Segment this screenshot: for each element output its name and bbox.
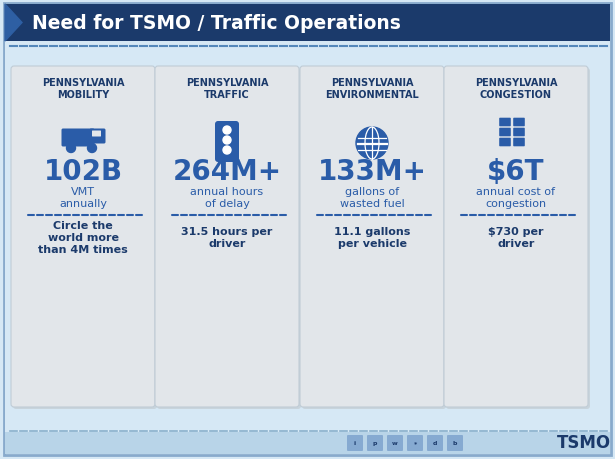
FancyBboxPatch shape	[513, 129, 525, 137]
FancyBboxPatch shape	[513, 139, 525, 147]
Text: annual hours
of delay: annual hours of delay	[191, 186, 264, 209]
Text: *: *	[413, 441, 416, 446]
Text: b: b	[453, 441, 457, 446]
Text: PENNSYLVANIA
ENVIRONMENTAL: PENNSYLVANIA ENVIRONMENTAL	[325, 78, 419, 100]
Text: 133M+: 133M+	[317, 157, 426, 185]
Text: p: p	[373, 441, 377, 446]
FancyBboxPatch shape	[215, 122, 239, 162]
FancyBboxPatch shape	[407, 435, 423, 451]
FancyBboxPatch shape	[92, 131, 101, 137]
Text: d: d	[433, 441, 437, 446]
Text: $6T: $6T	[487, 157, 545, 185]
FancyBboxPatch shape	[499, 118, 511, 127]
Text: i: i	[354, 441, 356, 446]
Text: annual cost of
congestion: annual cost of congestion	[477, 186, 555, 209]
FancyBboxPatch shape	[444, 67, 588, 407]
Text: PENNSYLVANIA
TRAFFIC: PENNSYLVANIA TRAFFIC	[186, 78, 268, 100]
Polygon shape	[5, 5, 22, 42]
Text: 264M+: 264M+	[172, 157, 282, 185]
Circle shape	[356, 128, 388, 160]
Text: PENNSYLVANIA
CONGESTION: PENNSYLVANIA CONGESTION	[475, 78, 557, 100]
Text: 11.1 gallons
per vehicle: 11.1 gallons per vehicle	[334, 226, 410, 249]
Circle shape	[223, 127, 231, 134]
Text: 31.5 hours per
driver: 31.5 hours per driver	[181, 226, 272, 249]
FancyBboxPatch shape	[13, 69, 157, 409]
FancyBboxPatch shape	[446, 69, 590, 409]
Circle shape	[66, 144, 76, 153]
Text: w: w	[392, 441, 398, 446]
Text: gallons of
wasted fuel: gallons of wasted fuel	[339, 186, 405, 209]
FancyBboxPatch shape	[499, 139, 511, 147]
FancyBboxPatch shape	[427, 435, 443, 451]
FancyBboxPatch shape	[5, 432, 610, 454]
FancyBboxPatch shape	[367, 435, 383, 451]
Circle shape	[223, 137, 231, 145]
Text: VMT
annually: VMT annually	[59, 186, 107, 209]
Text: 102B: 102B	[44, 157, 122, 185]
FancyBboxPatch shape	[5, 5, 610, 42]
FancyBboxPatch shape	[387, 435, 403, 451]
Text: Circle the
world more
than 4M times: Circle the world more than 4M times	[38, 220, 128, 255]
FancyBboxPatch shape	[302, 69, 446, 409]
Circle shape	[223, 147, 231, 155]
FancyBboxPatch shape	[4, 4, 611, 455]
Circle shape	[87, 144, 97, 153]
Text: Need for TSMO / Traffic Operations: Need for TSMO / Traffic Operations	[32, 14, 401, 33]
FancyBboxPatch shape	[300, 67, 444, 407]
FancyBboxPatch shape	[5, 5, 610, 454]
FancyBboxPatch shape	[90, 129, 106, 144]
FancyBboxPatch shape	[513, 118, 525, 127]
FancyBboxPatch shape	[347, 435, 363, 451]
FancyBboxPatch shape	[62, 129, 95, 147]
FancyBboxPatch shape	[447, 435, 463, 451]
FancyBboxPatch shape	[155, 67, 299, 407]
FancyBboxPatch shape	[11, 67, 155, 407]
Text: PENNSYLVANIA
MOBILITY: PENNSYLVANIA MOBILITY	[42, 78, 124, 100]
FancyBboxPatch shape	[499, 129, 511, 137]
FancyBboxPatch shape	[157, 69, 301, 409]
Text: $730 per
driver: $730 per driver	[488, 226, 544, 249]
Text: TSMO: TSMO	[557, 433, 611, 451]
